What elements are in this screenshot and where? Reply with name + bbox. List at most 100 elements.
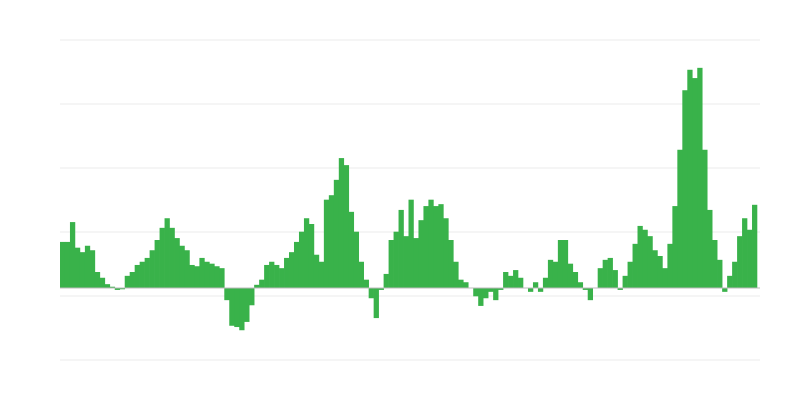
bar bbox=[677, 149, 683, 288]
bar bbox=[443, 218, 449, 288]
bar bbox=[139, 261, 145, 288]
bar bbox=[458, 279, 464, 288]
bar bbox=[378, 288, 384, 290]
bar bbox=[428, 199, 434, 288]
bar bbox=[607, 257, 613, 288]
bar bbox=[338, 158, 345, 288]
bar bbox=[518, 277, 524, 288]
bar bbox=[647, 236, 653, 288]
bar bbox=[398, 209, 404, 288]
bar bbox=[667, 243, 673, 288]
bar bbox=[249, 288, 255, 306]
bar bbox=[358, 261, 364, 288]
bar bbox=[717, 259, 723, 288]
bar bbox=[274, 264, 280, 288]
bar bbox=[179, 245, 185, 288]
bar bbox=[269, 261, 275, 288]
bar bbox=[498, 288, 504, 290]
bar bbox=[413, 238, 419, 288]
bars bbox=[60, 67, 758, 331]
bar bbox=[129, 272, 135, 288]
bar bbox=[99, 277, 106, 288]
bar bbox=[542, 277, 549, 288]
bar bbox=[214, 266, 220, 288]
bar bbox=[209, 263, 215, 288]
bar bbox=[577, 282, 584, 288]
bar bbox=[234, 288, 240, 328]
bar bbox=[418, 220, 424, 288]
bar bbox=[189, 264, 195, 288]
bar bbox=[537, 288, 544, 292]
bar bbox=[572, 272, 579, 288]
bar bbox=[388, 240, 394, 288]
bar bbox=[194, 266, 200, 288]
bar bbox=[752, 204, 758, 288]
bar bbox=[503, 272, 509, 288]
bar bbox=[627, 261, 633, 288]
bar bbox=[552, 261, 559, 288]
bar bbox=[403, 236, 409, 288]
bar bbox=[513, 270, 519, 288]
bar bbox=[229, 288, 235, 326]
bar bbox=[333, 179, 340, 288]
bar bbox=[159, 227, 165, 288]
bar bbox=[727, 275, 733, 288]
bar bbox=[64, 241, 71, 288]
bar bbox=[169, 227, 175, 288]
bar bbox=[144, 257, 150, 288]
bar bbox=[597, 268, 603, 288]
bar bbox=[373, 288, 379, 319]
bar bbox=[488, 288, 494, 292]
bar bbox=[747, 229, 753, 288]
bar bbox=[239, 288, 245, 331]
bar bbox=[453, 261, 459, 288]
bar bbox=[712, 240, 718, 288]
bar bbox=[707, 209, 713, 288]
bar bbox=[473, 288, 479, 297]
bar bbox=[463, 282, 469, 288]
bar bbox=[74, 247, 81, 288]
bar bbox=[687, 69, 693, 288]
bar bbox=[408, 199, 414, 288]
bar bbox=[313, 254, 320, 288]
bar bbox=[478, 288, 484, 306]
bar bbox=[732, 261, 738, 288]
bar bbox=[493, 288, 499, 301]
bar bbox=[587, 288, 594, 301]
bar bbox=[149, 250, 155, 288]
bar bbox=[134, 264, 140, 288]
bar bbox=[508, 275, 514, 288]
bar bbox=[612, 270, 618, 288]
bar bbox=[562, 240, 569, 288]
bar bbox=[104, 284, 111, 288]
bar bbox=[617, 288, 623, 290]
bar bbox=[199, 257, 205, 288]
bar bbox=[622, 275, 628, 288]
bar bbox=[702, 149, 708, 288]
bar bbox=[289, 252, 295, 288]
bar bbox=[60, 241, 66, 288]
bar bbox=[672, 206, 678, 288]
bar bbox=[527, 288, 534, 292]
bar bbox=[423, 206, 429, 288]
bar bbox=[89, 250, 96, 288]
bar bbox=[483, 288, 489, 299]
bar bbox=[652, 250, 658, 288]
bar bbox=[383, 273, 389, 288]
bar bbox=[438, 204, 444, 288]
bar bbox=[368, 288, 374, 299]
bar bbox=[279, 268, 285, 288]
bar bbox=[363, 279, 369, 288]
bar bbox=[259, 279, 265, 288]
bar bbox=[662, 268, 668, 288]
bar bbox=[219, 268, 225, 288]
bar bbox=[244, 288, 250, 322]
bar bbox=[69, 222, 76, 288]
bar bbox=[348, 211, 355, 288]
bar bbox=[682, 90, 688, 289]
bar bbox=[343, 165, 350, 288]
bar bbox=[254, 284, 260, 288]
bar bbox=[303, 218, 310, 288]
bar bbox=[433, 206, 439, 288]
